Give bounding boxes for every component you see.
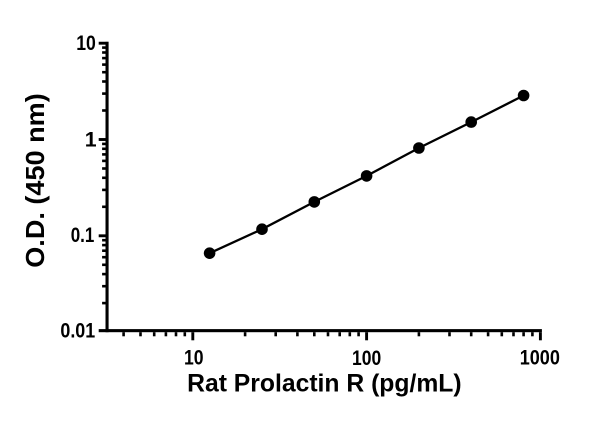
- svg-text:10: 10: [76, 31, 96, 55]
- svg-text:0.1: 0.1: [71, 223, 95, 247]
- svg-text:0.01: 0.01: [60, 319, 95, 343]
- svg-text:O.D. (450 nm): O.D. (450 nm): [20, 93, 50, 268]
- svg-text:100: 100: [352, 346, 381, 370]
- svg-text:1: 1: [85, 128, 97, 152]
- svg-text:10: 10: [184, 346, 204, 370]
- svg-text:Rat Prolactin R (pg/mL): Rat Prolactin R (pg/mL): [187, 370, 462, 398]
- svg-text:1000: 1000: [520, 346, 560, 370]
